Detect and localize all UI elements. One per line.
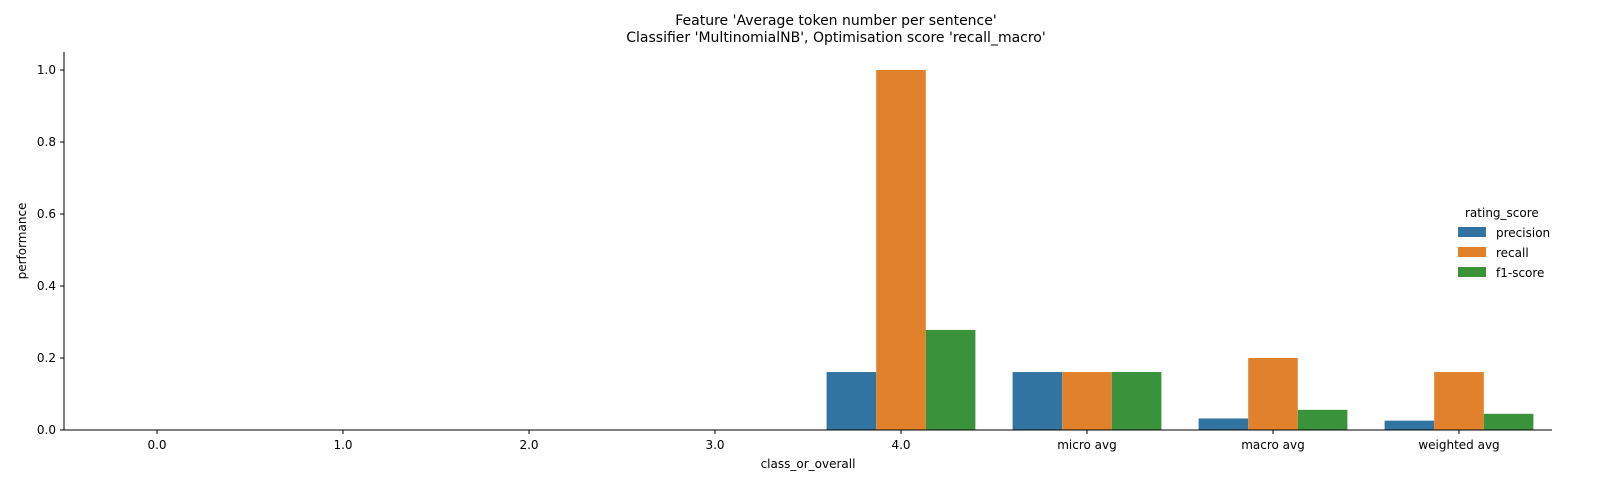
bar-precision-macro-avg bbox=[1198, 418, 1249, 430]
bar-f1-score-macro-avg bbox=[1297, 409, 1348, 430]
bars-group bbox=[826, 70, 1534, 430]
x-tick-label: 1.0 bbox=[333, 438, 352, 452]
chart-title: Feature 'Average token number per senten… bbox=[675, 13, 996, 29]
x-tick-label: micro avg bbox=[1057, 438, 1117, 452]
legend-swatch-f1-score bbox=[1458, 267, 1486, 277]
x-tick-label: 2.0 bbox=[519, 438, 538, 452]
x-tick-label: macro avg bbox=[1241, 438, 1305, 452]
bar-precision-micro-avg bbox=[1012, 372, 1063, 430]
bar-recall-macro-avg bbox=[1248, 358, 1298, 430]
legend-swatch-recall bbox=[1458, 247, 1486, 257]
legend-label-precision: precision bbox=[1496, 226, 1550, 240]
y-tick-label: 0.6 bbox=[37, 207, 56, 221]
x-tick-label: weighted avg bbox=[1418, 438, 1499, 452]
bar-f1-score-weighted-avg bbox=[1483, 413, 1534, 430]
y-tick-label: 1.0 bbox=[37, 63, 56, 77]
y-tick-label: 0.0 bbox=[37, 423, 56, 437]
bar-precision-weighted-avg bbox=[1384, 420, 1435, 430]
y-axis-label: performance bbox=[15, 203, 29, 280]
bar-f1-score-micro-avg bbox=[1111, 372, 1162, 430]
bar-precision-4.0 bbox=[826, 372, 877, 430]
y-tick-label: 0.4 bbox=[37, 279, 56, 293]
legend-label-f1-score: f1-score bbox=[1496, 266, 1544, 280]
bar-recall-4.0 bbox=[876, 70, 926, 430]
y-tick-label: 0.8 bbox=[37, 135, 56, 149]
legend: rating_score precision recall f1-score bbox=[1458, 206, 1550, 280]
x-tick-label: 0.0 bbox=[147, 438, 166, 452]
bar-recall-weighted-avg bbox=[1434, 372, 1484, 430]
y-tick-label: 0.2 bbox=[37, 351, 56, 365]
chart-subtitle: Classifier 'MultinomialNB', Optimisation… bbox=[626, 30, 1045, 46]
x-axis-ticks: 0.0 1.0 2.0 3.0 4.0 micro avg macro avg weighte… bbox=[147, 430, 1500, 452]
legend-swatch-precision bbox=[1458, 227, 1486, 237]
legend-label-recall: recall bbox=[1496, 246, 1529, 260]
bar-f1-score-4.0 bbox=[925, 329, 976, 430]
legend-title: rating_score bbox=[1465, 206, 1539, 220]
x-axis-label: class_or_overall bbox=[761, 457, 856, 471]
x-tick-label: 4.0 bbox=[891, 438, 910, 452]
y-axis-ticks: 0.0 0.2 0.4 0.6 0.8 1.0 bbox=[37, 63, 64, 437]
x-tick-label: 3.0 bbox=[705, 438, 724, 452]
bar-recall-micro-avg bbox=[1062, 372, 1112, 430]
